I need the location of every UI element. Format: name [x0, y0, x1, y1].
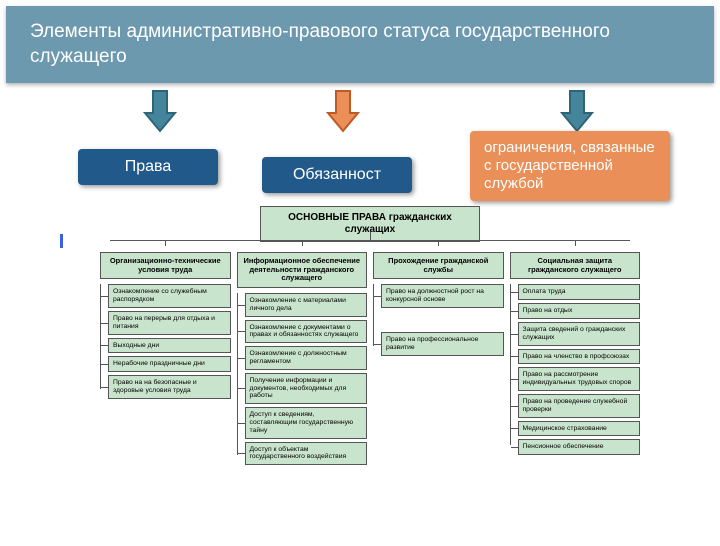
branch-head: Прохождение гражданской службы	[373, 252, 504, 279]
chart-branch: Организационно-технические условия труда…	[100, 252, 231, 465]
leaf-node: Доступ к сведениям, составляющим государ…	[245, 407, 368, 438]
leaf-node: Доступ к объектам государственного возде…	[245, 442, 368, 466]
down-arrow-icon	[143, 89, 177, 133]
chart-branch: Прохождение гражданской службы Право на д…	[373, 252, 504, 465]
leaf-node: Пенсионное обеспечение	[518, 439, 641, 455]
branch-head: Организационно-технические условия труда	[100, 252, 231, 279]
leaf-node: Медицинское страхование	[518, 421, 641, 437]
header-title: Элементы административно-правового стату…	[30, 21, 610, 67]
org-chart: ОСНОВНЫЕ ПРАВА гражданских служащих Орга…	[100, 206, 640, 465]
leaf-node: Право на профессиональное развитие	[381, 332, 504, 356]
leaf-node: Ознакомление со служебным распорядком	[108, 284, 231, 308]
slide-header: Элементы административно-правового стату…	[6, 6, 714, 83]
category-pill: Права	[78, 149, 218, 184]
leaf-node: Ознакомление с документами о правах и об…	[245, 320, 368, 344]
category-pill: ограничения, связанные с государственной…	[470, 131, 670, 201]
down-arrow-icon	[560, 89, 594, 133]
leaf-column: Ознакомление со служебным распорядком Пра…	[100, 284, 231, 399]
chart-branches: Организационно-технические условия труда…	[100, 252, 640, 465]
leaf-node: Ознакомление с материалами личного дела	[245, 293, 368, 317]
leaf-column: Право на должностной рост на конкурсной …	[373, 284, 504, 355]
leaf-node: Нерабочие праздничные дни	[108, 356, 231, 372]
leaf-node: Ознакомление с должностным регламентом	[245, 346, 368, 370]
leaf-node: Право на должностной рост на конкурсной …	[381, 284, 504, 308]
leaf-node: Выходные дни	[108, 338, 231, 354]
leaf-column: Оплата труда Право на отдых Защита сведени…	[510, 284, 641, 455]
branch-head: Социальная защита гражданского служащего	[510, 252, 641, 279]
leaf-node: Право на проведение служебной проверки	[518, 394, 641, 418]
leaf-node: Право на отдых	[518, 303, 641, 319]
chart-branch: Информационное обеспечение деятельности …	[237, 252, 368, 465]
leaf-node: Оплата труда	[518, 284, 641, 300]
chart-branch: Социальная защита гражданского служащего…	[510, 252, 641, 465]
leaf-node: Защита сведений о гражданских служащих	[518, 322, 641, 346]
category-pill: Обязанност	[262, 157, 412, 192]
leaf-node: Право на перерыв для отдыха и питания	[108, 311, 231, 335]
leaf-node: Право на рассмотрение индивидуальных тру…	[518, 367, 641, 391]
branch-head: Информационное обеспечение деятельности …	[237, 252, 368, 288]
down-arrow-icon	[326, 89, 360, 133]
leaf-node: Право на членство в профсоюзах	[518, 349, 641, 365]
leaf-node: Право на на безопасные и здоровые услови…	[108, 375, 231, 399]
leaf-column: Ознакомление с материалами личного дела О…	[237, 293, 368, 465]
leaf-node: Получение информации и документов, необх…	[245, 373, 368, 404]
text-cursor	[60, 234, 63, 248]
pill-row: ПраваОбязанностограничения, связанные с …	[0, 139, 720, 209]
